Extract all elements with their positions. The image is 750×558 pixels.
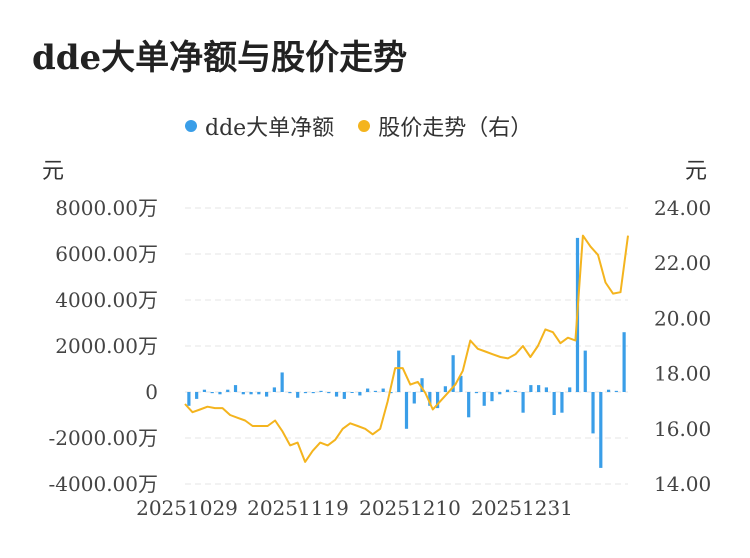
bar: [404, 392, 409, 429]
bar: [366, 388, 370, 392]
bar: [358, 392, 362, 396]
bar: [296, 392, 300, 398]
legend-item-dde[interactable]: dde大单净额: [185, 110, 334, 142]
right-tick-label: 20.00: [654, 306, 711, 330]
right-axis-unit: 元: [685, 159, 707, 184]
bar: [319, 390, 323, 392]
bar: [490, 392, 494, 402]
bar: [249, 392, 253, 395]
bar: [265, 392, 269, 397]
bar: [443, 386, 447, 392]
right-tick-label: 22.00: [654, 251, 711, 275]
bar: [459, 375, 463, 392]
bar: [591, 392, 595, 434]
price-line: [184, 234, 629, 463]
left-tick-label: 2000.00万: [55, 334, 158, 358]
bar: [373, 390, 378, 392]
bar: [544, 387, 548, 392]
x-tick-label: 20251210: [359, 496, 461, 520]
bar: [513, 390, 517, 392]
bar: [498, 392, 502, 395]
bar: [311, 392, 315, 394]
bar: [241, 392, 245, 395]
bar-series: [187, 237, 626, 468]
x-tick-label: 20251119: [247, 496, 349, 520]
bar: [381, 388, 385, 392]
bar: [614, 390, 618, 392]
left-axis: 8000.00万 6000.00万 4000.00万 2000.00万 0 -2000.0…: [49, 196, 158, 496]
bar: [560, 392, 564, 413]
bar: [537, 385, 541, 392]
bar: [552, 392, 556, 415]
left-axis-unit: 元: [42, 159, 64, 184]
bar: [529, 385, 533, 392]
bar: [505, 389, 510, 392]
legend-dot-price: [358, 120, 371, 132]
bar: [435, 392, 440, 409]
bar: [187, 392, 191, 406]
bar: [327, 392, 331, 394]
bar: [226, 389, 230, 392]
right-tick-label: 18.00: [654, 362, 711, 386]
grid-lines: [185, 207, 628, 485]
bar: [389, 392, 393, 394]
bar: [195, 392, 199, 399]
bar: [521, 392, 525, 413]
bar: [210, 392, 214, 394]
bar: [599, 392, 603, 468]
bar: [334, 392, 339, 397]
bar: [583, 350, 587, 392]
bar: [474, 392, 479, 394]
bar: [482, 392, 486, 406]
x-tick-label: 20251231: [471, 496, 573, 520]
bar: [428, 392, 432, 406]
bar: [218, 392, 222, 395]
bar: [606, 389, 611, 392]
x-axis: 20251029 20251119 20251210 20251231: [136, 496, 573, 520]
right-axis: 24.00 22.00 20.00 18.00 16.00 14.00: [654, 196, 711, 496]
bar: [568, 387, 572, 392]
legend: dde大单净额 股价走势（右）: [185, 110, 556, 142]
right-tick-label: 24.00: [654, 196, 711, 220]
left-tick-label: 4000.00万: [55, 288, 158, 312]
bar: [622, 332, 626, 392]
bar: [467, 392, 471, 418]
bar: [397, 350, 401, 392]
bar: [342, 392, 346, 399]
bar: [202, 389, 207, 392]
legend-label-dde: dde大单净额: [205, 116, 335, 141]
right-tick-label: 14.00: [654, 472, 711, 496]
bar: [412, 392, 416, 404]
left-tick-label: -4000.00万: [49, 472, 158, 496]
bar: [280, 372, 284, 392]
right-tick-label: 16.00: [654, 417, 711, 441]
left-tick-label: 6000.00万: [55, 242, 158, 266]
bar: [272, 387, 276, 392]
left-tick-label: 0: [145, 380, 158, 404]
bar: [233, 385, 238, 392]
bar: [451, 355, 455, 392]
left-tick-label: -2000.00万: [49, 426, 158, 450]
x-tick-label: 20251029: [136, 496, 238, 520]
bar: [420, 378, 424, 392]
bar: [257, 392, 261, 395]
line-series: [184, 234, 629, 463]
bar: [303, 392, 308, 394]
legend-dot-dde: [185, 120, 197, 132]
chart-title: dde大单净额与股价走势: [32, 38, 408, 78]
legend-label-price: 股价走势（右）: [378, 116, 533, 141]
left-tick-label: 8000.00万: [55, 196, 158, 220]
bar: [288, 392, 292, 394]
legend-item-price[interactable]: 股价走势（右）: [358, 110, 532, 142]
bar: [350, 392, 354, 393]
